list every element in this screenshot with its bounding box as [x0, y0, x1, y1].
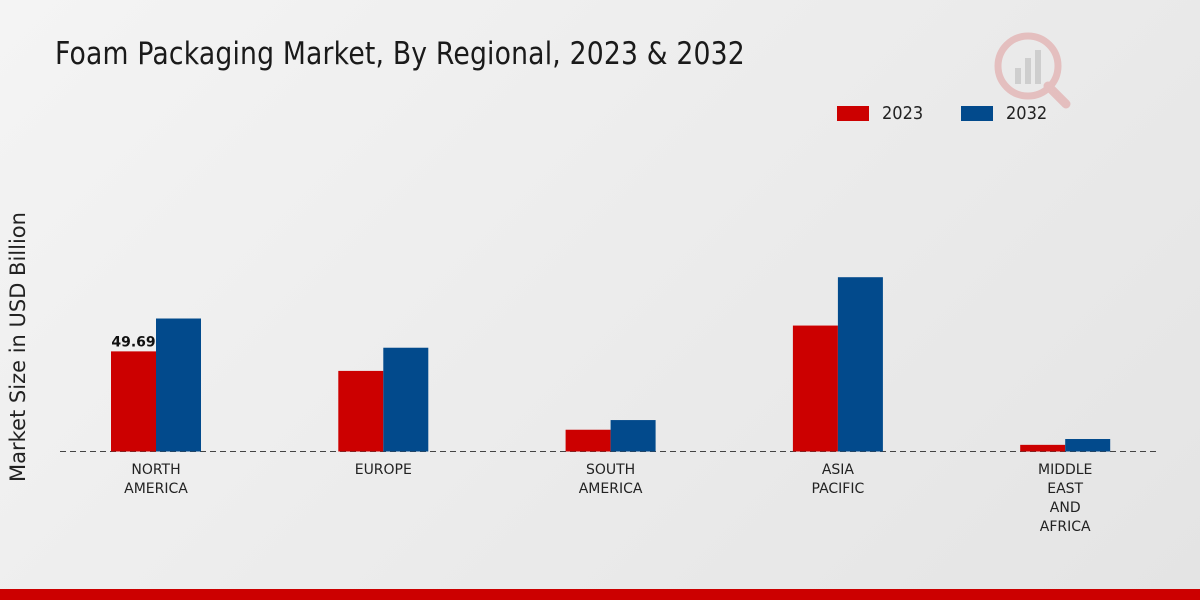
bar-2023-south-america	[565, 429, 611, 452]
x-tick-label-asia-pacific: ASIA PACIFIC	[812, 462, 865, 497]
bar-2032-middle-east-and-africa	[1065, 439, 1111, 452]
x-tick-label-south-america: SOUTH AMERICA	[579, 462, 643, 497]
legend-item-2032: 2032	[960, 103, 1052, 124]
bar-2032-asia-pacific	[837, 277, 883, 452]
x-tick-label-middle-east-and-africa: MIDDLE EAST AND AFRICA	[1038, 462, 1092, 535]
bar-2023-middle-east-and-africa	[1020, 444, 1066, 452]
legend-label-2023: 2023	[882, 103, 924, 124]
bar-2023-asia-pacific	[792, 325, 838, 452]
labels-layer: NORTH AMERICA EUROPE SOUTH AMERICA ASIA PACIFI…	[111, 334, 1092, 535]
data-label-2023-0: 49.69	[111, 334, 155, 350]
bar-2032-europe	[383, 347, 429, 452]
legend-swatch-2023	[837, 106, 869, 121]
bars-layer	[111, 277, 1111, 452]
chart-title: Foam Packaging Market, By Regional, 2023…	[55, 36, 745, 72]
bar-2023-europe	[338, 370, 384, 452]
bar-2032-north-america	[156, 318, 201, 452]
x-tick-label-europe: EUROPE	[355, 462, 412, 478]
bar-2023-north-america	[111, 351, 156, 452]
brand-logo-icon	[994, 32, 1071, 109]
x-tick-label-north-america: NORTH AMERICA	[124, 462, 188, 497]
bottom-accent-bar	[0, 589, 1200, 600]
legend-swatch-2032	[960, 106, 993, 121]
legend-item-2023: 2023	[837, 103, 928, 124]
chart-legend: 2023 2032	[837, 103, 1085, 124]
bar-2032-south-america	[610, 420, 656, 452]
y-axis-label: Market Size in USD Billion	[6, 212, 30, 482]
legend-label-2032: 2032	[1005, 103, 1048, 124]
